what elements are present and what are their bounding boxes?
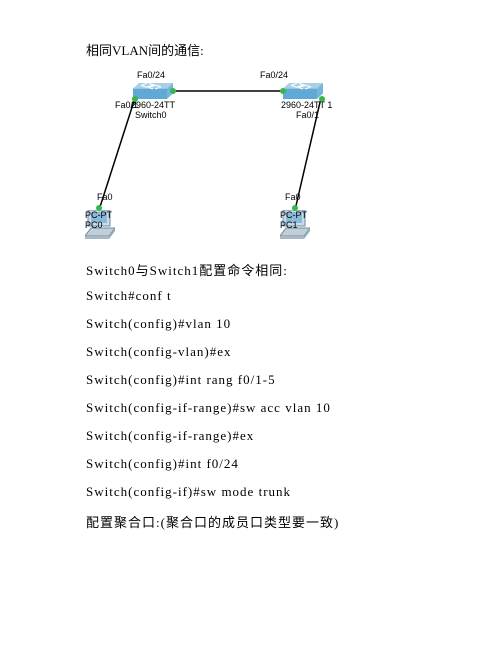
config-line: Switch(config-if-range)#sw acc vlan 10 (86, 400, 331, 416)
config-line: Switch(config-if)#sw mode trunk (86, 484, 291, 500)
port-label: Fa0 (97, 192, 113, 202)
link-status-dot (292, 205, 298, 211)
port-label: Fa0/24 (137, 70, 165, 80)
device-label: 2960-24TT (131, 100, 175, 110)
network-diagram: Fa0/24Fa0/12960-24TTSwitch0Fa0/24Fa0/129… (85, 70, 345, 255)
device-label: 2960-24TT 1 (281, 100, 332, 110)
config-line: Switch(config-vlan)#ex (86, 344, 231, 360)
page-title: 相同VLAN间的通信: (86, 40, 204, 59)
device-label: PC-PTPC0 (85, 210, 115, 230)
device-label: Switch0 (135, 110, 167, 120)
port-label: Fa0/24 (260, 70, 288, 80)
config-line: Switch0与Switch1配置命令相同: (86, 260, 288, 279)
config-line: Switch(config)#vlan 10 (86, 316, 231, 332)
config-line: Switch#conf t (86, 288, 172, 304)
switch-icon (283, 83, 323, 99)
config-line: Switch(config)#int f0/24 (86, 456, 239, 472)
link-status-dot (170, 88, 176, 94)
link-status-dot (280, 88, 286, 94)
device-label: PC-PTPC1 (280, 210, 310, 230)
pc-icon: PC-PTPC0 (85, 210, 115, 255)
switch-icon (133, 83, 173, 99)
port-label: Fa0 (285, 192, 301, 202)
config-line: Switch(config-if-range)#ex (86, 428, 254, 444)
pc-icon: PC-PTPC1 (280, 210, 310, 255)
link-status-dot (96, 205, 102, 211)
port-label: Fa0/1 (296, 110, 319, 120)
link-status-dot (132, 96, 138, 102)
page: 相同VLAN间的通信: Fa0/24 Fa0/1 2960-24TTSwitch0 F… (0, 0, 502, 649)
config-line: Switch(config)#int rang f0/1-5 (86, 372, 276, 388)
link-status-dot (319, 96, 325, 102)
config-line: 配置聚合口:(聚合口的成员口类型要一致) (86, 512, 339, 531)
